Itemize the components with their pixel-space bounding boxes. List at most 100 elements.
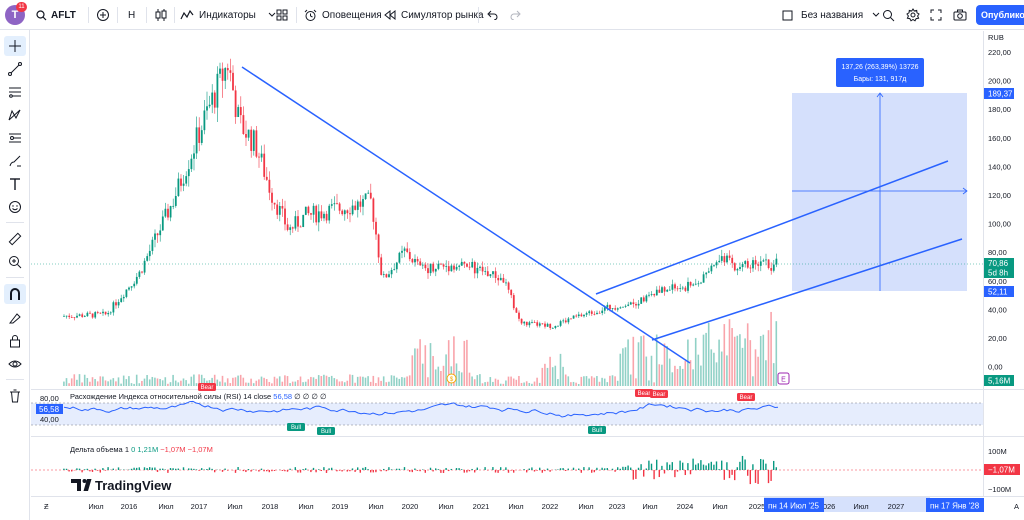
candle-body: [187, 169, 190, 177]
candle-body: [245, 134, 247, 138]
publish-button[interactable]: Опубликовать: [976, 5, 1024, 25]
dividend-event-icon[interactable]: [446, 373, 457, 384]
compare-symbol-button[interactable]: [96, 0, 110, 30]
emoji-tool[interactable]: [4, 197, 26, 217]
candle-body: [382, 274, 385, 275]
replay-button[interactable]: Симулятор рынка: [384, 0, 484, 30]
delta-bar: [419, 470, 421, 472]
layout-menu-button[interactable]: Без названия: [782, 0, 880, 30]
remove-drawings-tool[interactable]: [4, 386, 26, 406]
undo-button[interactable]: [486, 0, 498, 30]
candle-body: [356, 201, 359, 210]
delta-bar: [380, 470, 382, 472]
auto-scale-button[interactable]: A: [1014, 502, 1019, 511]
volume-bar: [182, 378, 185, 386]
candle-body: [247, 129, 250, 138]
price-range-box[interactable]: [792, 93, 967, 291]
brush-tool[interactable]: [4, 151, 26, 171]
settings-button[interactable]: [906, 0, 920, 30]
volume-bar: [650, 355, 653, 386]
text-tool[interactable]: [4, 174, 26, 194]
snapshot-button[interactable]: [953, 0, 967, 30]
delta-bar: [424, 470, 426, 473]
delta-v0: 0: [131, 445, 135, 454]
delta-bar: [687, 463, 689, 470]
fib-tool[interactable]: [4, 82, 26, 102]
candle-body: [83, 316, 86, 317]
trend-line-down[interactable]: [241, 66, 691, 364]
delta-bar: [445, 467, 447, 470]
lock-drawing-tool[interactable]: [4, 308, 26, 328]
channel-upper-line[interactable]: [595, 160, 949, 295]
delta-bar: [567, 468, 569, 470]
earnings-event-icon[interactable]: [777, 372, 790, 385]
ruler-tool[interactable]: [4, 229, 26, 249]
hide-drawings-tool[interactable]: [4, 354, 26, 374]
alerts-button[interactable]: Оповещения: [304, 0, 382, 30]
volume-bar: [616, 380, 619, 386]
lock-tool[interactable]: [4, 331, 26, 351]
candle-body: [510, 289, 513, 296]
volume-bar: [671, 372, 674, 386]
pattern-tool[interactable]: [4, 105, 26, 125]
delta-bar: [593, 470, 595, 473]
candle-body: [770, 268, 773, 271]
prediction-tool[interactable]: [4, 128, 26, 148]
volume-bar: [419, 339, 421, 386]
indicators-button[interactable]: Индикаторы: [180, 0, 276, 30]
volume-bar: [226, 378, 229, 386]
trend-line-tool[interactable]: [4, 59, 26, 79]
volume-bar: [460, 372, 463, 386]
delta-bar: [94, 468, 96, 470]
delta-bar: [526, 470, 528, 473]
delta-bar: [614, 470, 616, 472]
fullscreen-button[interactable]: [930, 0, 942, 30]
rsi-title: Расхождение Индекса относительной силы (…: [70, 392, 242, 401]
time-tick: 2023: [609, 502, 626, 511]
timezone-icon[interactable]: Ƶ: [44, 502, 49, 511]
measure-tooltip-line2: Бары: 131, 917д: [854, 76, 907, 83]
candle-body: [354, 205, 357, 210]
magnet-tool[interactable]: [4, 284, 26, 304]
zoom-tool[interactable]: [4, 252, 26, 272]
candle-body: [564, 320, 567, 323]
volume-bar: [674, 365, 676, 386]
candle-body: [637, 303, 640, 306]
candle-body: [603, 307, 606, 311]
volume-bar: [741, 347, 744, 386]
volume-bar: [286, 376, 289, 386]
chart-type-button[interactable]: [155, 0, 167, 30]
volume-bar: [265, 379, 268, 386]
volume-bar: [466, 339, 468, 386]
channel-lower-line[interactable]: [651, 238, 963, 341]
volume-bar: [91, 377, 94, 386]
delta-bar: [710, 461, 712, 470]
candle-body: [237, 107, 240, 118]
volume-bar: [445, 354, 447, 386]
symbol-search-button[interactable]: AFLT: [36, 0, 76, 30]
volume-bar: [458, 371, 460, 386]
volume-bar: [99, 376, 102, 386]
volume-bar: [679, 365, 681, 386]
volume-bar: [687, 339, 689, 386]
volume-bar: [437, 366, 440, 386]
candle-body: [705, 272, 708, 275]
layouts-button[interactable]: [276, 0, 288, 30]
volume-bar: [398, 378, 401, 386]
quick-search-button[interactable]: [882, 0, 895, 30]
crosshair-tool[interactable]: [4, 36, 26, 56]
redo-button[interactable]: [510, 0, 522, 30]
delta-bar: [442, 470, 445, 473]
delta-bar: [68, 470, 70, 472]
delta-bar: [247, 469, 250, 470]
volume-bar: [759, 336, 762, 386]
tradingview-logo[interactable]: TradingView: [71, 478, 172, 493]
volume-bar: [70, 378, 73, 386]
candle-body: [752, 260, 754, 269]
interval-button[interactable]: H: [128, 0, 135, 30]
range-top-price: 189,37: [988, 90, 1013, 99]
divergence-label-bg: [650, 390, 668, 398]
volume-bar: [393, 375, 395, 386]
delta-bar: [76, 468, 78, 470]
